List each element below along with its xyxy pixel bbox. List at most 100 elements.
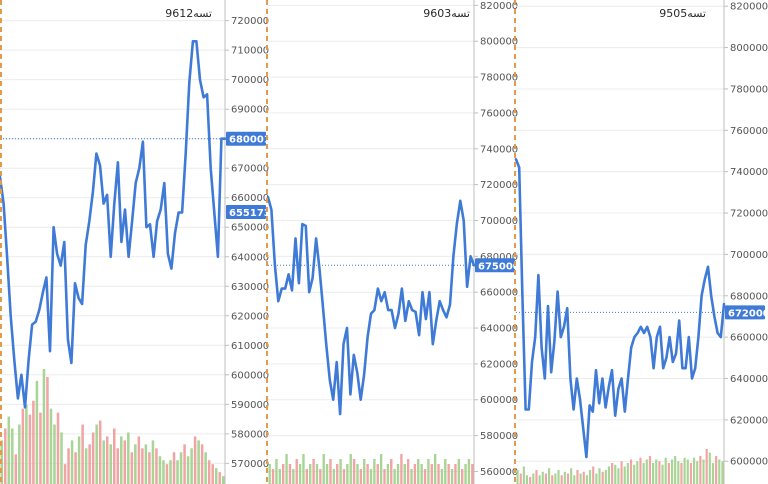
volume-bar xyxy=(705,449,708,484)
volume-bar xyxy=(457,459,460,484)
volume-bar xyxy=(403,464,406,484)
volume-bar xyxy=(566,473,570,484)
volume-bar xyxy=(14,454,18,484)
volume-bar xyxy=(130,452,134,484)
volume-bar xyxy=(689,463,692,484)
volume-bar xyxy=(576,470,579,484)
volume-bar xyxy=(658,461,661,484)
volume-bar xyxy=(532,473,535,484)
y-tick-label: 580000 xyxy=(480,431,518,442)
volume-bar xyxy=(595,473,598,484)
volume-bar xyxy=(588,470,592,484)
volume-bar xyxy=(282,464,285,484)
volume-bar xyxy=(56,412,60,484)
volume-bar xyxy=(204,452,207,484)
volume-bar xyxy=(127,432,130,484)
volume-bar xyxy=(548,468,551,484)
volume-bar xyxy=(718,459,721,484)
volume-bar xyxy=(686,459,689,484)
volume-bar xyxy=(84,448,88,484)
volume-bar xyxy=(379,454,383,484)
volume-bar xyxy=(319,469,322,484)
volume-bar xyxy=(186,456,190,484)
volume-bar xyxy=(396,464,400,484)
y-tick-label: 590000 xyxy=(231,400,269,411)
volume-bar xyxy=(423,469,427,484)
y-tick-label: 700000 xyxy=(480,216,518,227)
y-tick-label: 700000 xyxy=(231,75,269,86)
volume-bar xyxy=(655,459,658,484)
volume-bar xyxy=(570,468,573,484)
volume-bar xyxy=(211,464,214,484)
volume-bar xyxy=(373,459,376,484)
y-tick-label: 620000 xyxy=(730,415,768,426)
volume-bar xyxy=(661,464,664,484)
volume-bar xyxy=(120,436,123,484)
y-tick-label: 600000 xyxy=(480,395,518,406)
volume-bar xyxy=(88,444,91,484)
volume-bar xyxy=(302,454,305,484)
volume-bar xyxy=(356,464,359,484)
volume-bar xyxy=(359,469,363,484)
volume-bar xyxy=(366,464,369,484)
ref-price-badge xyxy=(226,131,266,146)
volume-bar xyxy=(298,464,302,484)
volume-bar xyxy=(63,464,67,484)
volume-bar xyxy=(522,466,525,484)
volume-bar xyxy=(601,471,604,484)
volume-bar xyxy=(292,469,295,484)
volume-bar xyxy=(680,463,683,484)
volume-bar xyxy=(721,461,724,484)
y-tick-label: 720000 xyxy=(730,209,768,220)
volume-bar xyxy=(648,456,652,484)
y-tick-label: 660000 xyxy=(730,333,768,344)
y-tick-label: 600000 xyxy=(231,370,269,381)
volume-bar xyxy=(645,459,648,484)
volume-bar xyxy=(611,463,614,484)
volume-bar xyxy=(444,459,447,484)
volume-bar xyxy=(664,457,667,484)
volume-bar xyxy=(447,464,450,484)
volume-bar xyxy=(102,440,105,484)
y-tick-label: 640000 xyxy=(730,374,768,385)
y-tick-label: 740000 xyxy=(730,167,768,178)
volume-bar xyxy=(81,424,84,484)
y-tick-label: 640000 xyxy=(480,324,518,335)
volume-bar xyxy=(677,461,680,484)
volume-bar xyxy=(60,432,63,484)
volume-bar xyxy=(336,464,339,484)
volume-bar xyxy=(538,475,541,484)
volume-bar xyxy=(604,470,607,484)
volume-bar xyxy=(652,463,655,484)
volume-bar xyxy=(440,469,444,484)
volume-bar xyxy=(95,424,98,484)
volume-bar xyxy=(557,470,560,484)
volume-bar xyxy=(315,464,319,484)
volume-bar xyxy=(218,472,221,484)
volume-bar xyxy=(582,471,585,484)
volume-bar xyxy=(278,469,282,484)
y-tick-label: 760000 xyxy=(730,126,768,137)
volume-bar xyxy=(116,448,120,484)
volume-bar xyxy=(141,448,144,484)
volume-bar xyxy=(342,469,346,484)
volume-bar xyxy=(183,444,186,484)
volume-bar xyxy=(4,428,7,484)
volume-bar xyxy=(413,464,417,484)
volume-bar xyxy=(162,460,165,484)
volume-bar xyxy=(148,452,151,484)
last-price-badge xyxy=(226,204,266,219)
volume-bar xyxy=(544,473,548,484)
volume-bar xyxy=(464,464,467,484)
volume-bar xyxy=(214,468,218,484)
y-tick-label: 640000 xyxy=(231,252,269,263)
volume-bar xyxy=(393,469,396,484)
y-tick-label: 680000 xyxy=(480,252,518,263)
volume-bar xyxy=(410,469,413,484)
volume-bar xyxy=(197,440,200,484)
y-tick-label: 780000 xyxy=(730,84,768,95)
y-tick-label: 650000 xyxy=(231,223,269,234)
volume-bar xyxy=(623,466,626,484)
volume-bar xyxy=(134,444,137,484)
